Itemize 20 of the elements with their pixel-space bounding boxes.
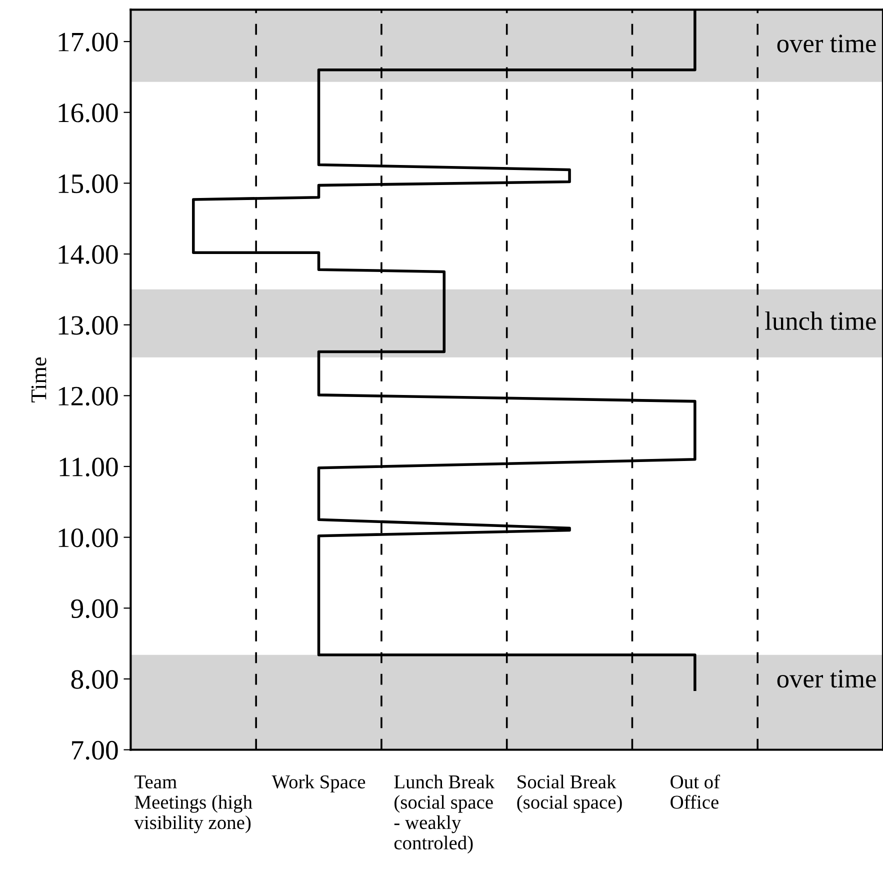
x-tick-label: Lunch Break (social space - weakly controled) <box>394 774 495 854</box>
band-label: over time <box>777 34 876 52</box>
y-tick-label: 14.00 <box>58 245 118 264</box>
y-tick-label: 8.00 <box>71 670 118 689</box>
y-tick-label: 15.00 <box>58 174 118 194</box>
y-tick-label: 11.00 <box>60 458 118 477</box>
y-tick-label: 10.00 <box>58 528 118 548</box>
band-label: over time <box>777 670 876 688</box>
y-tick-label: 16.00 <box>58 104 118 122</box>
x-tick-label: Social Break (social space) <box>517 774 622 813</box>
x-tick-label: Out of Office <box>670 774 720 809</box>
band-label: lunch time <box>765 311 876 330</box>
x-tick-label: Work Space <box>272 774 366 792</box>
y-tick-label: 17.00 <box>58 32 118 52</box>
y-tick-label: 13.00 <box>58 316 118 335</box>
y-tick-label: 9.00 <box>71 599 118 618</box>
y-tick-label: 12.00 <box>58 386 118 406</box>
y-tick-label: 7.00 <box>72 740 118 760</box>
x-tick-label: Team Meetings (high visibility zone) <box>134 776 252 834</box>
y-axis-title: Time <box>31 357 46 402</box>
